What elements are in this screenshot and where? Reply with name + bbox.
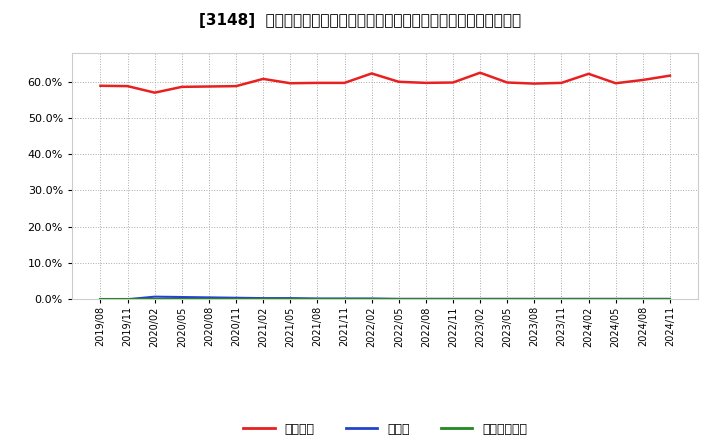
Legend: 自己資本, のれん, 繰延税金資産: 自己資本, のれん, 繰延税金資産 — [238, 418, 532, 440]
Text: [3148]  自己資本、のれん、繰延税金資産の総資産に対する比率の推移: [3148] 自己資本、のれん、繰延税金資産の総資産に対する比率の推移 — [199, 13, 521, 28]
